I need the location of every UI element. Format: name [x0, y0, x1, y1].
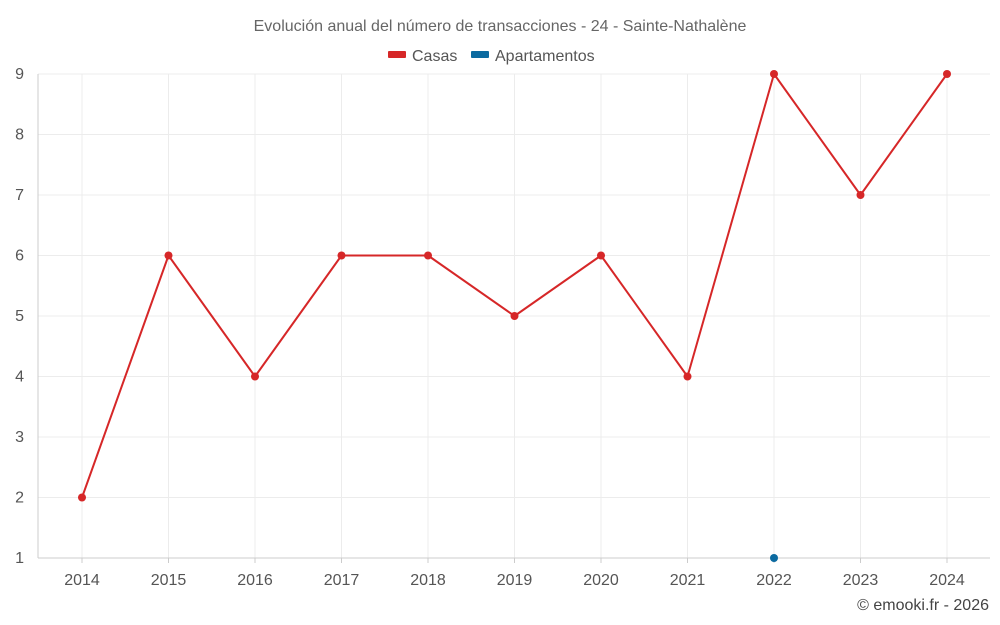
legend-label-casas: Casas — [412, 48, 457, 65]
x-tick-label: 2024 — [929, 572, 965, 589]
data-point-casas-2022[interactable] — [770, 70, 778, 78]
x-tick-label: 2017 — [324, 572, 360, 589]
data-point-apartamentos-2022[interactable] — [770, 554, 778, 562]
y-tick-label: 9 — [15, 66, 24, 83]
x-tick-label: 2022 — [756, 572, 792, 589]
x-tick-label: 2016 — [237, 572, 273, 589]
y-tick-label: 2 — [15, 490, 24, 507]
axes: 1 2 3 4 5 6 7 8 9 2014 2015 2016 2017 2018 2019 2020 202… — [15, 66, 990, 589]
x-tick-label: 2023 — [843, 572, 879, 589]
data-point-casas-2015[interactable] — [164, 251, 173, 260]
x-tick-label: 2020 — [583, 572, 619, 589]
y-tick-label: 4 — [15, 369, 24, 386]
y-tick-label: 1 — [15, 550, 24, 567]
data-point-casas-2020[interactable] — [597, 251, 605, 260]
data-point-casas-2021[interactable] — [683, 372, 692, 381]
chart-title: Evolución anual del número de transaccio… — [254, 18, 747, 35]
x-tick-label: 2015 — [151, 572, 187, 589]
data-point-casas-2016[interactable] — [251, 372, 259, 381]
y-tick-label: 7 — [15, 187, 24, 204]
x-tick-label: 2014 — [64, 572, 100, 589]
legend-swatch-casas — [388, 51, 406, 58]
data-point-casas-2023[interactable] — [856, 191, 865, 199]
y-tick-label: 8 — [15, 127, 24, 144]
y-tick-label: 5 — [15, 308, 24, 325]
legend-item-apartamentos[interactable]: Apartamentos — [471, 48, 595, 65]
legend-swatch-apartamentos — [471, 51, 489, 58]
data-point-casas-2018[interactable] — [424, 251, 432, 260]
y-tick-label: 6 — [15, 248, 24, 265]
series — [78, 70, 951, 562]
data-point-casas-2019[interactable] — [510, 312, 519, 320]
data-point-casas-2024[interactable] — [943, 70, 951, 78]
y-tick-label: 3 — [15, 429, 24, 446]
legend-item-casas[interactable]: Casas — [388, 48, 457, 65]
data-point-casas-2014[interactable] — [78, 493, 86, 502]
x-tick-label: 2018 — [410, 572, 446, 589]
legend-label-apartamentos: Apartamentos — [495, 48, 595, 65]
x-tick-label: 2021 — [670, 572, 706, 589]
legend: Casas Apartamentos — [388, 48, 595, 65]
x-tick-label: 2019 — [497, 572, 533, 589]
credit-text: © emooki.fr - 2026 — [857, 597, 989, 614]
data-point-casas-2017[interactable] — [337, 251, 346, 260]
